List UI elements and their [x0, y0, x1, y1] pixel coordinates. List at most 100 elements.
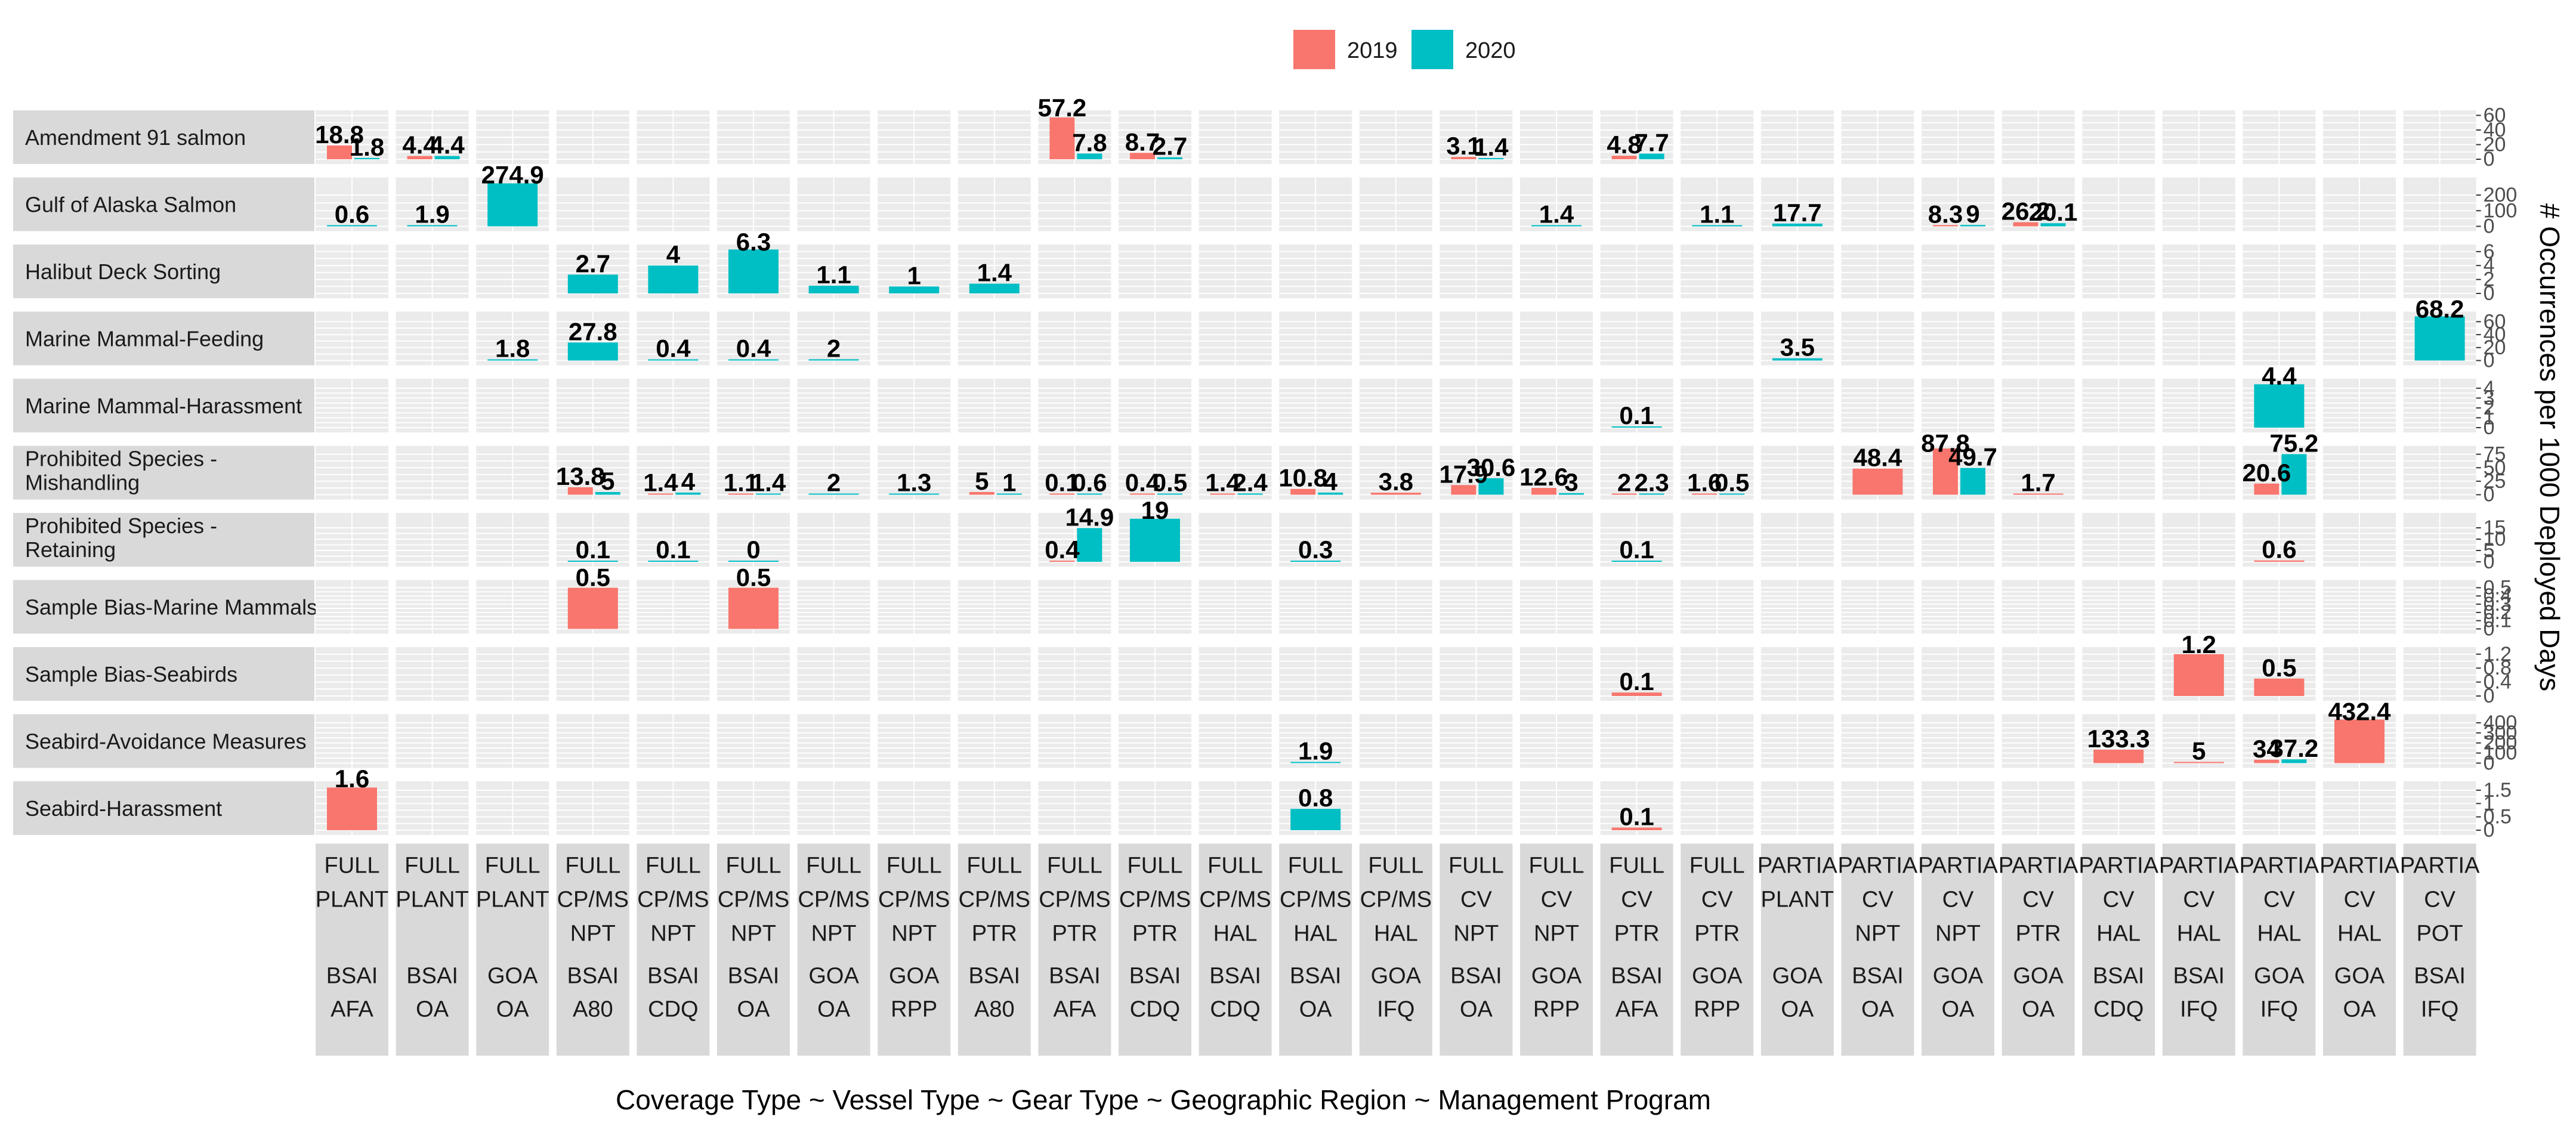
- column-strip-label: BSAI: [406, 964, 458, 989]
- column-strip-label: HAL: [2177, 921, 2221, 946]
- y-tick-label: 2: [2484, 397, 2495, 419]
- bar: [2254, 483, 2280, 495]
- bar-value-label: 2.7: [1153, 132, 1187, 160]
- bar: [567, 274, 618, 293]
- bar: [1478, 478, 1504, 495]
- column-strip-label: BSAI: [968, 964, 1020, 989]
- column-strip-label: FULL: [645, 853, 701, 879]
- column-strip-label: FULL: [1609, 853, 1664, 879]
- bar-value-label: 2.3: [1634, 468, 1669, 496]
- y-tick-label: 20: [2484, 133, 2506, 156]
- column-strip-label: FULL: [1288, 853, 1343, 879]
- y-tick-label: 1.2: [2484, 643, 2512, 666]
- bar-value-label: 133.3: [2087, 725, 2150, 753]
- bar: [1130, 153, 1155, 159]
- bar-value-label: 0.1: [576, 536, 610, 564]
- column-strip: [637, 843, 710, 1056]
- y-tick-label: 0: [2484, 618, 2495, 641]
- bar: [996, 493, 1022, 495]
- column-strip-label: IFQ: [1377, 997, 1414, 1022]
- legend-label-2019: 2019: [1347, 38, 1398, 63]
- bar: [2281, 454, 2307, 495]
- bar-value-label: 8.3: [1928, 200, 1963, 228]
- column-strip-label: CDQ: [1210, 997, 1260, 1022]
- row-strip: [13, 379, 314, 432]
- column-strip-label: PTR: [1052, 921, 1097, 946]
- row-strip: [13, 781, 314, 835]
- bar-value-label: 1.2: [2182, 630, 2216, 658]
- bar-value-label: 0.1: [1619, 803, 1654, 831]
- bar-value-label: 1.3: [897, 469, 931, 497]
- column-strip-label: CV: [2103, 887, 2135, 913]
- column-strip-label: HAL: [1293, 921, 1338, 946]
- y-tick-label: 0.5: [2484, 576, 2512, 599]
- bar-value-label: 75.2: [2270, 429, 2319, 457]
- y-tick-label: 0.4: [2484, 671, 2512, 694]
- bar: [327, 225, 377, 227]
- bar-value-label: 5: [601, 467, 614, 495]
- column-strip-label: CDQ: [648, 997, 698, 1022]
- y-tick-label: 0: [2484, 282, 2495, 305]
- bar: [648, 561, 699, 562]
- y-tick-label: 15: [2484, 516, 2506, 539]
- row-strip-label: Sample Bias-Seabirds: [25, 662, 237, 686]
- y-tick-label: 0: [2484, 752, 2495, 775]
- bar-value-label: 3: [1564, 468, 1578, 496]
- x-axis-title: Coverage Type ~ Vessel Type ~ Gear Type …: [616, 1084, 1711, 1115]
- bar: [648, 265, 699, 293]
- bar-value-label: 0.1: [1045, 469, 1079, 497]
- column-strip-label: GOA: [2254, 964, 2305, 989]
- column-strip-label: CV: [1701, 887, 1733, 913]
- column-strip-label: PTR: [972, 921, 1017, 946]
- bar-value-label: 2.4: [1233, 468, 1268, 496]
- bar-value-label: 0.1: [656, 536, 690, 564]
- bar: [595, 491, 620, 495]
- column-strip-label: AFA: [1053, 997, 1096, 1022]
- column-strip: [2323, 843, 2396, 1056]
- bar-value-label: 4.8: [1607, 131, 1641, 159]
- bar: [1370, 493, 1421, 495]
- row-strip-label: Seabird-Harassment: [25, 796, 222, 821]
- column-strip-label: FULL: [966, 853, 1022, 879]
- bar-value-label: 1.9: [1298, 737, 1333, 765]
- y-tick-label: 0.4: [2484, 584, 2512, 607]
- row-strip: [13, 446, 314, 500]
- bar-value-label: 2: [827, 469, 841, 497]
- bar: [1290, 762, 1341, 763]
- bar-value-label: 0.8: [1298, 784, 1333, 812]
- column-strip-label: BSAI: [1290, 964, 1342, 989]
- column-strip: [878, 843, 951, 1056]
- bar: [2281, 759, 2307, 763]
- bar: [2093, 749, 2144, 763]
- bar: [1290, 809, 1341, 830]
- column-strip-label: PARTIA: [2078, 853, 2158, 879]
- row-strip: [13, 110, 314, 164]
- column-strip-label: GOA: [1371, 964, 1422, 989]
- legend-swatch-2020: [1411, 30, 1453, 69]
- column-strip-label: PARTIA: [1918, 853, 1998, 879]
- row-strip: [13, 580, 314, 634]
- bar: [1933, 448, 1958, 495]
- bar: [2173, 654, 2224, 696]
- y-tick-label: 4: [2484, 377, 2495, 400]
- column-strip-label: PARTIA: [1838, 853, 1918, 879]
- bar: [1611, 156, 1637, 159]
- column-strip: [316, 843, 388, 1056]
- bar: [1077, 528, 1102, 562]
- bar: [1049, 493, 1075, 495]
- bar-value-label: 49.7: [1948, 443, 1997, 471]
- bar-value-label: 68.2: [2416, 295, 2464, 323]
- column-strip-label: HAL: [2257, 921, 2301, 946]
- column-strip-label: NPT: [1453, 921, 1499, 946]
- column-strip-label: FULL: [806, 853, 861, 879]
- bar-value-label: 5: [975, 467, 989, 495]
- y-tick-label: 0: [2484, 148, 2495, 171]
- column-strip: [2243, 843, 2316, 1056]
- bar: [1531, 225, 1582, 227]
- column-strip-label: BSAI: [567, 964, 619, 989]
- bar-value-label: 1.4: [977, 259, 1012, 287]
- column-strip-label: A80: [974, 997, 1015, 1022]
- column-strip: [1199, 843, 1272, 1056]
- y-tick-label: 60: [2484, 104, 2506, 126]
- y-tick-label: 0.8: [2484, 657, 2512, 679]
